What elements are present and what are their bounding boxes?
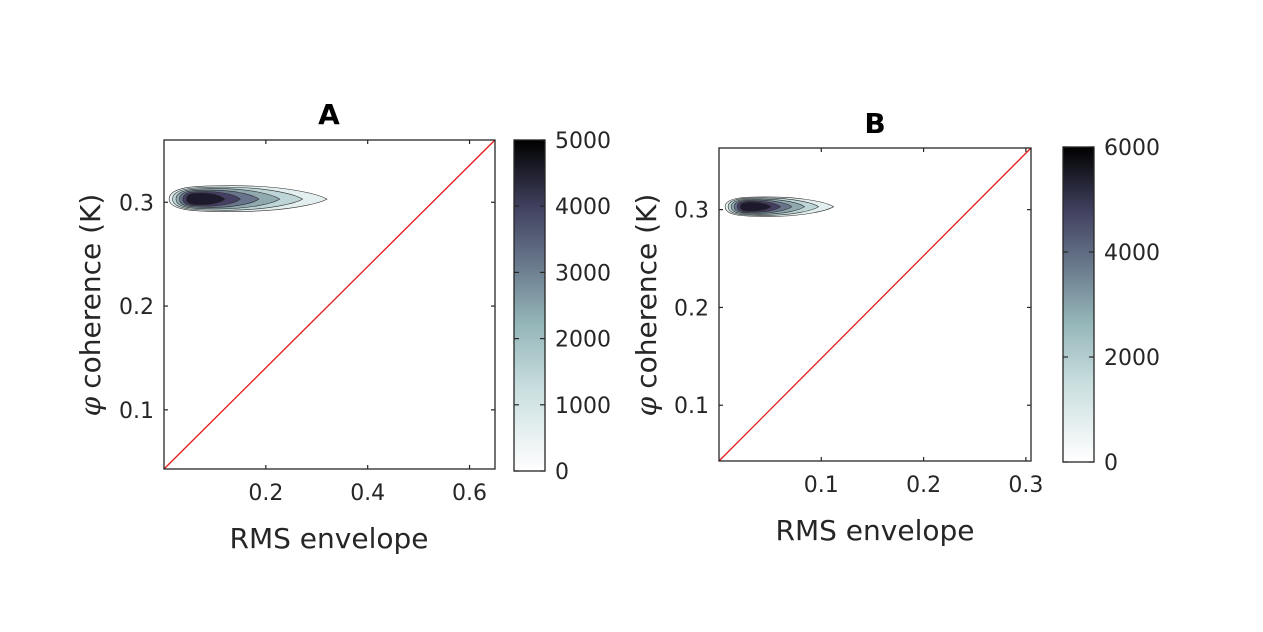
panel-a-ticks: 0.2 0.4 0.6 0.1 0.2 0.3 bbox=[119, 140, 495, 506]
panel-a-ylabel-group: φ coherence (K) bbox=[74, 194, 107, 417]
panel-a-xlabel: RMS envelope bbox=[230, 522, 429, 555]
panel-b-ytick-label: 0.2 bbox=[674, 296, 709, 321]
panel-b-colorbar-ticks: 0 2000 4000 6000 bbox=[1063, 136, 1160, 476]
panel-b-colorbar-tick-label: 6000 bbox=[1104, 136, 1160, 161]
panel-b-ylabel-group: φ coherence (K) bbox=[630, 194, 663, 417]
panel-a-colorbar-tick-label: 5000 bbox=[555, 129, 611, 154]
panel-a-colorbar-tick-label: 2000 bbox=[555, 328, 611, 353]
panel-a-ytick-label: 0.2 bbox=[119, 295, 154, 320]
panel-a-colorbar-tick-label: 3000 bbox=[555, 261, 611, 286]
panel-b-colorbar bbox=[1062, 146, 1095, 463]
panel-a-ylabel-symbol: φ bbox=[74, 396, 107, 416]
panel-a-ytick-label: 0.1 bbox=[119, 399, 154, 424]
panel-a-contours bbox=[168, 185, 328, 212]
panel-b-ylabel-wrap: φ coherence (K) bbox=[630, 194, 663, 417]
panel-b-identity-line bbox=[718, 147, 1032, 462]
panel-a-ylabel-wrap: φ coherence (K) bbox=[74, 194, 107, 417]
panel-a-identity-line bbox=[163, 139, 496, 470]
panel-a-xtick-label: 0.6 bbox=[452, 481, 487, 506]
panel-a-xtick-label: 0.2 bbox=[248, 481, 283, 506]
panel-b-xtick-label: 0.2 bbox=[906, 473, 941, 498]
panel-a-ylabel: coherence (K) bbox=[74, 194, 107, 389]
panel-a-colorbar-tick-label: 0 bbox=[555, 460, 569, 485]
panel-b: B 0.1 0.2 0.3 0.1 0.2 0.3 RMS envelope φ coher… bbox=[630, 107, 1160, 547]
panel-a-colorbar bbox=[513, 139, 546, 472]
panel-b-ylabel: coherence (K) bbox=[630, 194, 663, 389]
panel-a-contour-level-6 bbox=[185, 192, 226, 206]
panel-a-ytick-label: 0.3 bbox=[119, 191, 154, 216]
panel-b-colorbar-tick-label: 2000 bbox=[1104, 346, 1160, 371]
panel-b-title: B bbox=[864, 107, 885, 140]
panel-b-axes-box bbox=[718, 147, 1032, 462]
panel-b-xtick-label: 0.1 bbox=[804, 473, 839, 498]
panel-a-colorbar-tick-label: 1000 bbox=[555, 394, 611, 419]
panel-b-xlabel: RMS envelope bbox=[776, 514, 975, 547]
panel-b-contours bbox=[724, 196, 835, 217]
panel-b-ytick-label: 0.3 bbox=[674, 199, 709, 224]
panel-b-colorbar-tick-label: 4000 bbox=[1104, 241, 1160, 266]
panel-a-axes-box bbox=[163, 139, 496, 470]
panel-b-colorbar-tick-label: 0 bbox=[1104, 451, 1118, 476]
panel-a-title: A bbox=[318, 98, 340, 131]
panel-a: A 0.2 0.4 0.6 0.1 0.2 0.3 RMS envelope φ coher… bbox=[74, 98, 611, 555]
panel-a-xtick-label: 0.4 bbox=[350, 481, 385, 506]
panel-b-contour-level-6 bbox=[739, 201, 772, 212]
panel-b-xtick-label: 0.3 bbox=[1008, 473, 1043, 498]
panel-b-ticks: 0.1 0.2 0.3 0.1 0.2 0.3 bbox=[674, 148, 1043, 498]
panel-a-colorbar-ticks: 0 1000 2000 3000 4000 5000 bbox=[514, 129, 611, 485]
panel-b-ytick-label: 0.1 bbox=[674, 394, 709, 419]
panel-b-ylabel-symbol: φ bbox=[630, 396, 663, 416]
panel-a-colorbar-tick-label: 4000 bbox=[555, 195, 611, 220]
